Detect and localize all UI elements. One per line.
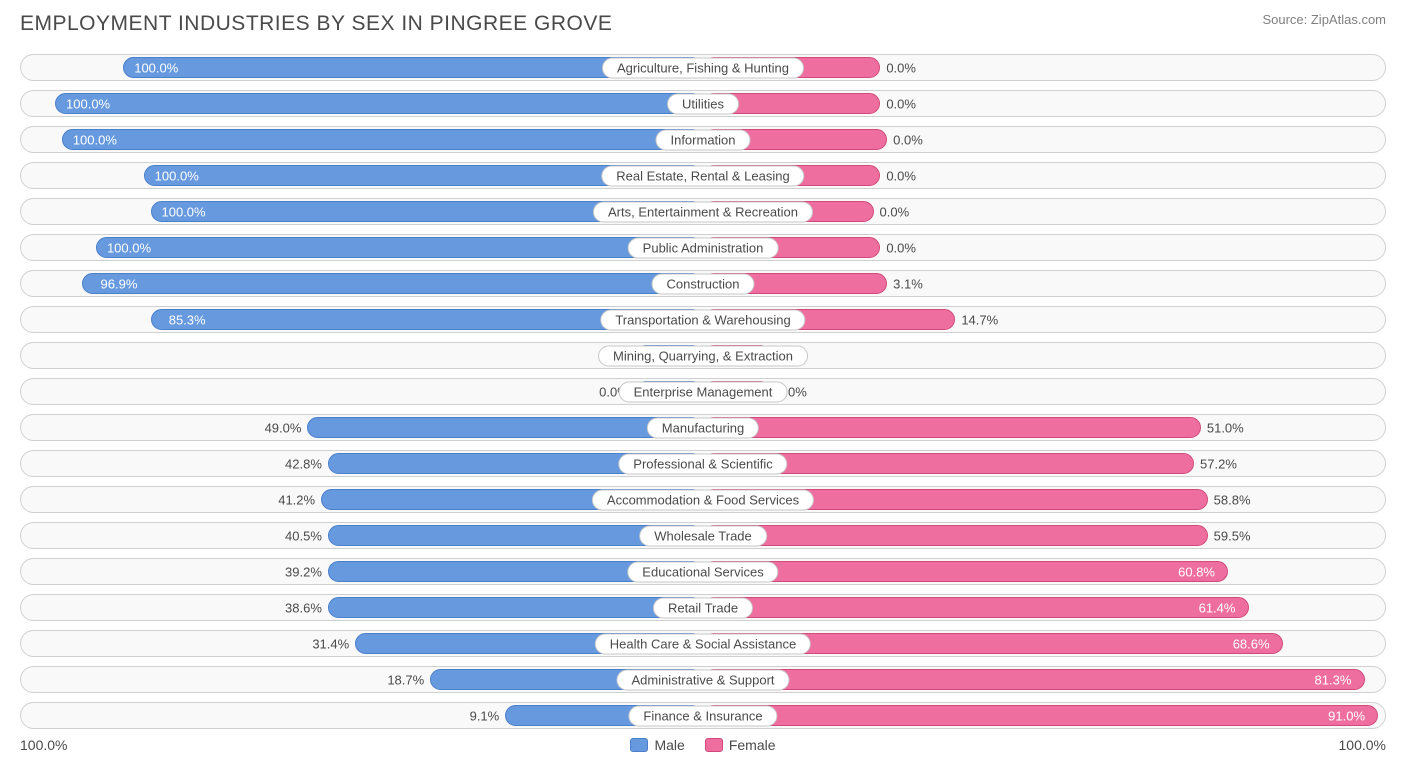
male-pct-label: 38.6% xyxy=(285,600,322,615)
male-bar xyxy=(62,129,703,150)
female-pct-label: 0.0% xyxy=(886,60,916,75)
category-label: Manufacturing xyxy=(647,417,759,438)
male-pct-label: 100.0% xyxy=(162,204,206,219)
male-pct-label: 85.3% xyxy=(169,312,206,327)
chart-row: 100.0% 0.0% Public Administration xyxy=(20,234,1386,261)
category-label: Educational Services xyxy=(627,561,778,582)
female-pct-label: 0.0% xyxy=(886,168,916,183)
female-bar xyxy=(703,561,1228,582)
male-pct-label: 100.0% xyxy=(73,132,117,147)
chart-row: 18.7% 81.3% Administrative & Support xyxy=(20,666,1386,693)
chart-row: 0.0%0.0%Mining, Quarrying, & Extraction xyxy=(20,342,1386,369)
male-pct-label: 40.5% xyxy=(285,528,322,543)
female-bar xyxy=(703,597,1249,618)
female-pct-label: 0.0% xyxy=(880,204,910,219)
male-pct-label: 42.8% xyxy=(285,456,322,471)
female-pct-label: 91.0% xyxy=(1328,708,1365,723)
male-bar xyxy=(82,273,703,294)
male-bar xyxy=(307,417,703,438)
male-pct-label: 41.2% xyxy=(278,492,315,507)
chart-row: 41.2% 58.8% Accommodation & Food Services xyxy=(20,486,1386,513)
female-pct-label: 0.0% xyxy=(893,132,923,147)
male-bar xyxy=(96,237,703,258)
category-label: Professional & Scientific xyxy=(618,453,787,474)
category-label: Real Estate, Rental & Leasing xyxy=(601,165,804,186)
diverging-bar-chart: 100.0% 0.0% Agriculture, Fishing & Hunting… xyxy=(20,54,1386,729)
chart-row: 38.6% 61.4% Retail Trade xyxy=(20,594,1386,621)
female-pct-label: 57.2% xyxy=(1200,456,1237,471)
legend-female-label: Female xyxy=(729,737,776,753)
male-pct-label: 49.0% xyxy=(265,420,302,435)
category-label: Accommodation & Food Services xyxy=(592,489,814,510)
category-label: Information xyxy=(655,129,750,150)
category-label: Utilities xyxy=(667,93,739,114)
male-bar xyxy=(328,597,703,618)
male-pct-label: 100.0% xyxy=(66,96,110,111)
category-label: Transportation & Warehousing xyxy=(600,309,805,330)
chart-row: 100.0% 0.0% Arts, Entertainment & Recreati… xyxy=(20,198,1386,225)
female-pct-label: 59.5% xyxy=(1214,528,1251,543)
female-pct-label: 51.0% xyxy=(1207,420,1244,435)
chart-row: 0.0%0.0%Enterprise Management xyxy=(20,378,1386,405)
category-label: Administrative & Support xyxy=(616,669,789,690)
female-swatch-icon xyxy=(705,738,723,752)
legend-male-label: Male xyxy=(654,737,684,753)
female-pct-label: 68.6% xyxy=(1233,636,1270,651)
chart-row: 85.3% 14.7% Transportation & Warehousing xyxy=(20,306,1386,333)
female-pct-label: 81.3% xyxy=(1315,672,1352,687)
category-label: Mining, Quarrying, & Extraction xyxy=(598,345,808,366)
chart-row: 100.0% 0.0% Information xyxy=(20,126,1386,153)
male-bar xyxy=(55,93,703,114)
axis-left-label: 100.0% xyxy=(20,737,67,753)
male-pct-label: 100.0% xyxy=(134,60,178,75)
male-swatch-icon xyxy=(630,738,648,752)
female-pct-label: 58.8% xyxy=(1214,492,1251,507)
female-pct-label: 14.7% xyxy=(961,312,998,327)
male-pct-label: 39.2% xyxy=(285,564,322,579)
female-pct-label: 61.4% xyxy=(1199,600,1236,615)
category-label: Finance & Insurance xyxy=(628,705,777,726)
chart-row: 100.0% 0.0% Real Estate, Rental & Leasing xyxy=(20,162,1386,189)
chart-row: 31.4% 68.6% Health Care & Social Assistanc… xyxy=(20,630,1386,657)
male-pct-label: 9.1% xyxy=(470,708,500,723)
female-bar xyxy=(703,705,1378,726)
male-pct-label: 100.0% xyxy=(155,168,199,183)
female-pct-label: 3.1% xyxy=(893,276,923,291)
category-label: Public Administration xyxy=(628,237,779,258)
male-pct-label: 18.7% xyxy=(387,672,424,687)
chart-row: 39.2% 60.8% Educational Services xyxy=(20,558,1386,585)
axis-right-label: 100.0% xyxy=(1339,737,1386,753)
category-label: Construction xyxy=(652,273,755,294)
female-bar xyxy=(703,669,1365,690)
chart-row: 100.0% 0.0% Utilities xyxy=(20,90,1386,117)
legend-male: Male xyxy=(630,737,684,753)
category-label: Retail Trade xyxy=(653,597,753,618)
category-label: Agriculture, Fishing & Hunting xyxy=(602,57,804,78)
female-pct-label: 0.0% xyxy=(886,96,916,111)
chart-row: 100.0% 0.0% Agriculture, Fishing & Hunting xyxy=(20,54,1386,81)
chart-row: 40.5% 59.5% Wholesale Trade xyxy=(20,522,1386,549)
category-label: Health Care & Social Assistance xyxy=(595,633,811,654)
female-pct-label: 0.0% xyxy=(886,240,916,255)
legend-female: Female xyxy=(705,737,776,753)
female-pct-label: 60.8% xyxy=(1178,564,1215,579)
chart-row: 49.0% 51.0% Manufacturing xyxy=(20,414,1386,441)
chart-row: 96.9% 3.1% Construction xyxy=(20,270,1386,297)
chart-row: 9.1% 91.0% Finance & Insurance xyxy=(20,702,1386,729)
chart-row: 42.8% 57.2% Professional & Scientific xyxy=(20,450,1386,477)
category-label: Enterprise Management xyxy=(619,381,788,402)
chart-title: EMPLOYMENT INDUSTRIES BY SEX IN PINGREE … xyxy=(20,12,612,36)
category-label: Wholesale Trade xyxy=(639,525,767,546)
male-pct-label: 100.0% xyxy=(107,240,151,255)
category-label: Arts, Entertainment & Recreation xyxy=(593,201,813,222)
source-attribution: Source: ZipAtlas.com xyxy=(1262,12,1386,27)
female-bar xyxy=(703,417,1201,438)
male-pct-label: 31.4% xyxy=(312,636,349,651)
legend: Male Female xyxy=(630,737,775,753)
female-bar xyxy=(703,525,1208,546)
male-pct-label: 96.9% xyxy=(101,276,138,291)
